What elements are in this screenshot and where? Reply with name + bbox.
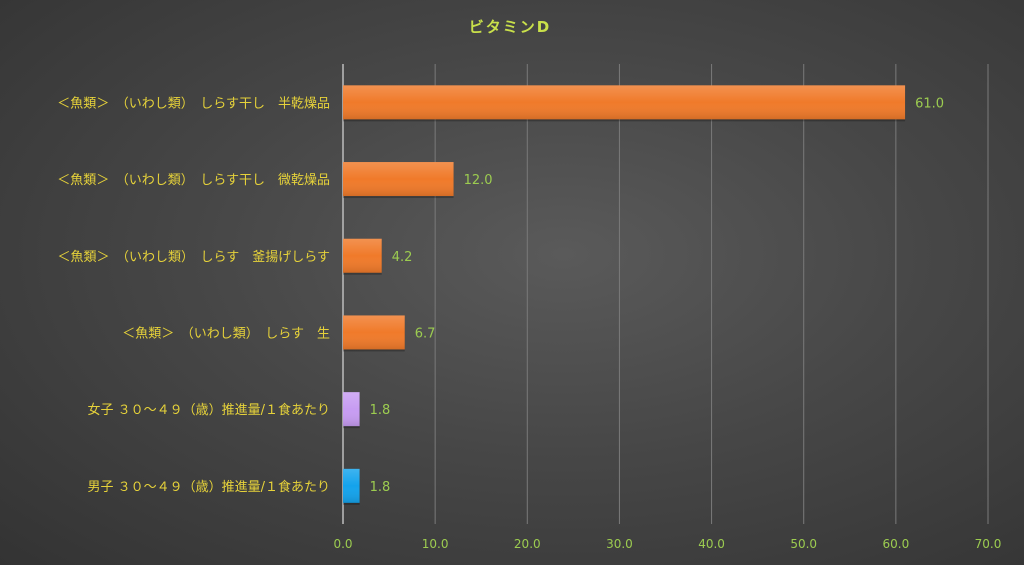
category-label: ＜魚類＞ （いわし類） しらす干し 微乾燥品 — [57, 173, 330, 188]
bar-highlight — [343, 468, 360, 503]
bar-highlight — [343, 162, 454, 197]
x-tick-label: 70.0 — [975, 537, 1002, 551]
data-label: 12.0 — [464, 173, 493, 188]
category-label: 男子 ３０～４９（歳）推進量/１食あたり — [87, 479, 330, 495]
data-label: 1.8 — [370, 480, 391, 495]
bar-highlight — [343, 392, 360, 427]
x-tick-label: 30.0 — [606, 537, 633, 551]
bar-highlight — [343, 238, 382, 273]
data-label: 1.8 — [370, 403, 391, 418]
x-tick-label: 60.0 — [882, 537, 909, 551]
category-label: 女子 ３０～４９（歳）推進量/１食あたり — [87, 402, 330, 418]
bar-highlight — [343, 85, 906, 120]
category-label: ＜魚類＞ （いわし類） しらす干し 半乾燥品 — [57, 96, 330, 111]
data-label: 4.2 — [392, 250, 413, 265]
x-tick-label: 0.0 — [333, 537, 352, 551]
x-tick-label: 40.0 — [698, 537, 725, 551]
data-label: 6.7 — [415, 326, 436, 341]
x-tick-label: 50.0 — [790, 537, 817, 551]
chart-title: ビタミンD — [469, 18, 551, 36]
category-label: ＜魚類＞ （いわし類） しらす 生 — [122, 326, 330, 341]
data-label: 61.0 — [915, 96, 944, 111]
x-tick-label: 10.0 — [422, 537, 449, 551]
category-label: ＜魚類＞ （いわし類） しらす 釜揚げしらす — [58, 249, 330, 265]
x-tick-label: 20.0 — [514, 537, 541, 551]
bar-highlight — [343, 315, 405, 350]
